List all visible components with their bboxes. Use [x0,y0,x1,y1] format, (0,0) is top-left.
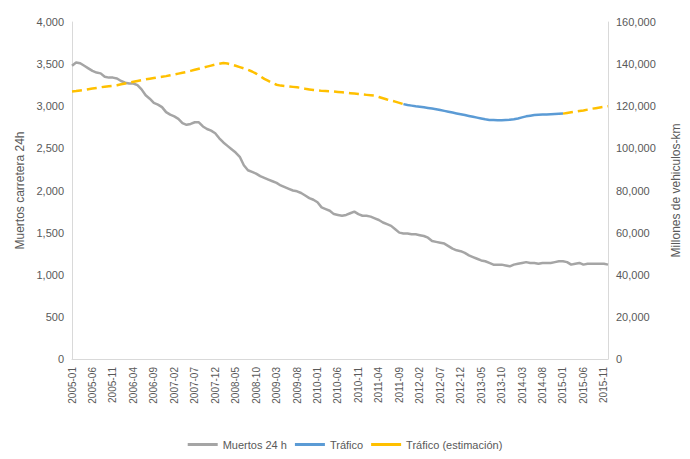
svg-text:2,500: 2,500 [36,142,64,154]
svg-text:2006-09: 2006-09 [148,367,159,404]
svg-text:2005-01: 2005-01 [67,367,78,404]
svg-text:3,000: 3,000 [36,100,64,112]
svg-text:120,000: 120,000 [616,100,656,112]
svg-text:2008-10: 2008-10 [251,367,262,404]
svg-text:2013-10: 2013-10 [496,367,507,404]
svg-text:160,000: 160,000 [616,16,656,28]
svg-text:Muertos carretera 24h: Muertos carretera 24h [13,131,27,249]
svg-text:2010-06: 2010-06 [332,367,343,404]
svg-text:2012-12: 2012-12 [455,367,466,404]
svg-text:2005-11: 2005-11 [107,367,118,403]
svg-text:2006-04: 2006-04 [128,367,139,404]
svg-text:2009-03: 2009-03 [271,367,282,404]
svg-text:2011-09: 2011-09 [394,367,405,403]
svg-text:Millones de vehiculos-km: Millones de vehiculos-km [669,123,683,257]
svg-text:2015-06: 2015-06 [578,367,589,404]
svg-text:20,000: 20,000 [616,311,650,323]
svg-text:2012-07: 2012-07 [435,367,446,404]
svg-text:1,000: 1,000 [36,269,64,281]
svg-text:2,000: 2,000 [36,185,64,197]
svg-text:100,000: 100,000 [616,142,656,154]
svg-text:2013-05: 2013-05 [476,367,487,404]
svg-text:140,000: 140,000 [616,58,656,70]
svg-text:Tráfico (estimación): Tráfico (estimación) [406,439,502,451]
svg-text:Tráfico: Tráfico [330,439,363,451]
svg-text:2015-11: 2015-11 [598,367,609,403]
svg-text:Muertos 24 h: Muertos 24 h [223,439,287,451]
svg-text:2007-07: 2007-07 [189,367,200,404]
svg-text:2007-12: 2007-12 [210,367,221,404]
svg-text:2015-01: 2015-01 [557,367,568,404]
svg-text:40,000: 40,000 [616,269,650,281]
svg-text:2007-02: 2007-02 [169,367,180,404]
svg-text:80,000: 80,000 [616,185,650,197]
svg-text:2010-11: 2010-11 [353,367,364,403]
svg-text:2009-08: 2009-08 [292,367,303,404]
svg-text:2014-08: 2014-08 [537,367,548,404]
svg-text:60,000: 60,000 [616,227,650,239]
svg-text:3,500: 3,500 [36,58,64,70]
svg-text:500: 500 [46,311,64,323]
svg-text:2005-06: 2005-06 [87,367,98,404]
svg-text:2011-04: 2011-04 [373,367,384,403]
svg-text:0: 0 [58,353,64,365]
svg-text:2008-05: 2008-05 [230,367,241,404]
svg-text:2014-03: 2014-03 [517,367,528,404]
svg-text:2012-02: 2012-02 [414,367,425,404]
svg-text:2010-01: 2010-01 [312,367,323,404]
svg-text:4,000: 4,000 [36,16,64,28]
svg-text:0: 0 [616,353,622,365]
svg-text:1,500: 1,500 [36,227,64,239]
